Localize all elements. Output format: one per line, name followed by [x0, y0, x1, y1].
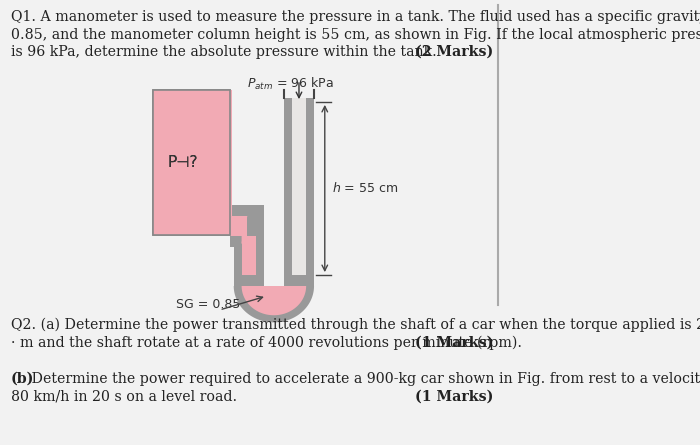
Bar [153, 90, 230, 235]
Text: · m and the shaft rotate at a rate of 4000 revolutions per minute (rpm).: · m and the shaft rotate at a rate of 40… [10, 336, 522, 350]
Text: Q2. (a) Determine the power transmitted through the shaft of a car when the torq: Q2. (a) Determine the power transmitted … [10, 318, 700, 332]
Bar [241, 216, 247, 236]
Text: (2 Marks): (2 Marks) [415, 45, 493, 59]
Bar [241, 216, 256, 275]
Bar [234, 205, 264, 247]
Text: Q1. A manometer is used to measure the pressure in a tank. The fluid used has a : Q1. A manometer is used to measure the p… [10, 10, 700, 24]
Text: 80 km/h in 20 s on a level road.: 80 km/h in 20 s on a level road. [10, 389, 237, 404]
Text: $h$ = 55 cm: $h$ = 55 cm [332, 182, 398, 195]
Bar [153, 90, 230, 235]
Bar [292, 98, 306, 275]
Text: is 96 kPa, determine the absolute pressure within the tank.: is 96 kPa, determine the absolute pressu… [10, 45, 437, 59]
Bar [230, 216, 241, 236]
Text: SG = 0.85: SG = 0.85 [176, 299, 241, 312]
Bar [241, 236, 256, 275]
Text: 0.85, and the manometer column height is 55 cm, as shown in Fig. If the local at: 0.85, and the manometer column height is… [10, 28, 700, 41]
Text: (1 Marks): (1 Marks) [415, 336, 493, 349]
Text: (b): (b) [10, 372, 34, 386]
Text: P⊣?: P⊣? [167, 155, 197, 170]
Bar [284, 98, 314, 286]
Bar [234, 205, 264, 286]
Polygon shape [241, 286, 306, 315]
Polygon shape [234, 286, 314, 322]
Text: $P_{atm}$ = 96 kPa: $P_{atm}$ = 96 kPa [246, 76, 333, 92]
Polygon shape [241, 216, 247, 244]
Text: (1 Marks): (1 Marks) [415, 389, 493, 404]
Bar [229, 90, 232, 235]
Bar [230, 205, 241, 247]
Text: Determine the power required to accelerate a 900-kg car shown in Fig. from rest : Determine the power required to accelera… [27, 372, 700, 386]
Text: P⊣?: P⊣? [167, 155, 197, 170]
Bar [264, 166, 284, 275]
